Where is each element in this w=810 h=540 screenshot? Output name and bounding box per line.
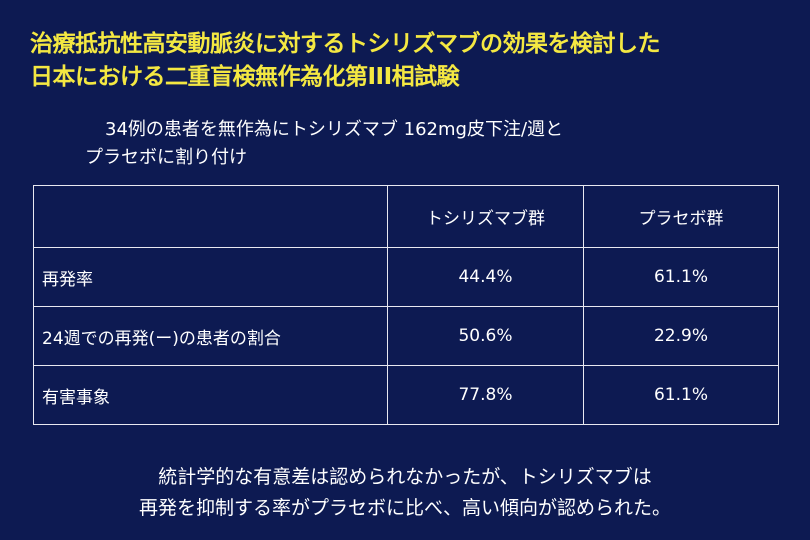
study-design-line-1: 34例の患者を無作為にトシリズマブ 162mg皮下注/週と: [105, 119, 564, 140]
table-row: 再発率 44.4% 61.1%: [33, 247, 779, 307]
table-row: 有害事象 77.8% 61.1%: [33, 365, 779, 425]
cell-placebo: 22.9%: [583, 306, 779, 366]
slide-title: 治療抵抗性高安動脈炎に対するトシリズマブの効果を検討した 日本における二重盲検無…: [30, 28, 790, 94]
row-label-adverse-events: 有害事象: [33, 365, 388, 425]
row-label-relapse-free-24w: 24週での再発(ー)の患者の割合: [33, 306, 388, 366]
title-line-1: 治療抵抗性高安動脈炎に対するトシリズマブの効果を検討した: [30, 31, 661, 57]
table-row: 24週での再発(ー)の患者の割合 50.6% 22.9%: [33, 306, 779, 366]
results-table: トシリズマブ群 プラセボ群 再発率 44.4% 61.1% 24週での再発(ー)…: [33, 185, 779, 425]
table-header-tocilizumab: トシリズマブ群: [387, 185, 584, 248]
conclusion-line-1: 統計学的な有意差は認められなかったが、トシリズマブは: [158, 466, 652, 488]
cell-tocilizumab: 77.8%: [387, 365, 584, 425]
table-header-placebo: プラセボ群: [583, 185, 779, 248]
cell-placebo: 61.1%: [583, 247, 779, 307]
conclusion-text: 統計学的な有意差は認められなかったが、トシリズマブは 再発を抑制する率がプラセボ…: [0, 462, 810, 524]
study-design-text: 34例の患者を無作為にトシリズマブ 162mg皮下注/週と プラセボに割り付け: [85, 116, 563, 172]
cell-tocilizumab: 50.6%: [387, 306, 584, 366]
row-label-relapse-rate: 再発率: [33, 247, 388, 307]
table-header-empty: [33, 185, 388, 248]
conclusion-line-2: 再発を抑制する率がプラセボに比べ、高い傾向が認められた。: [138, 497, 671, 519]
cell-tocilizumab: 44.4%: [387, 247, 584, 307]
title-line-2: 日本における二重盲検無作為化第III相試験: [30, 64, 460, 90]
cell-placebo: 61.1%: [583, 365, 779, 425]
table-header-row: トシリズマブ群 プラセボ群: [33, 185, 779, 248]
study-design-line-2: プラセボに割り付け: [85, 147, 247, 168]
